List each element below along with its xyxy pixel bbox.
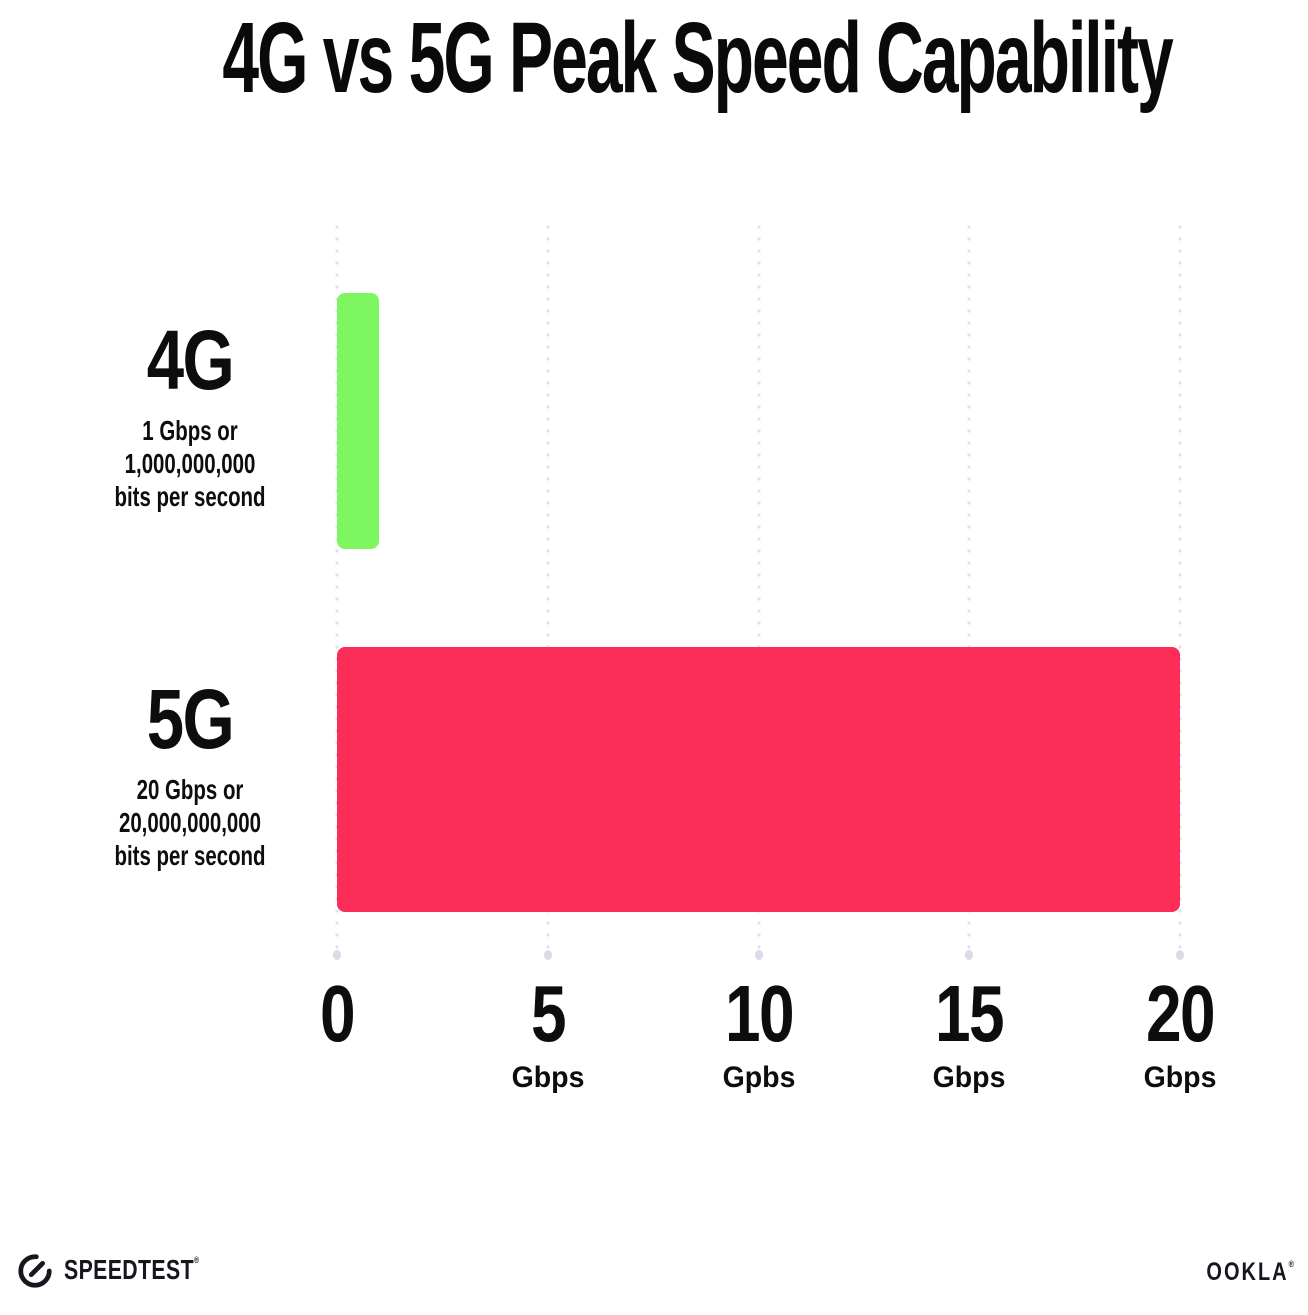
row-sublabel-line: 1 Gbps or [142, 415, 238, 446]
ookla-trademark: ® [1288, 1259, 1296, 1269]
row-name-4g: 4G [146, 313, 235, 407]
chart-title: 4G vs 5G Peak Speed Capability [222, 2, 1173, 114]
x-tick-number: 0 [320, 969, 356, 1058]
speedtest-gauge-icon [18, 1254, 52, 1288]
gridline-15 [965, 225, 974, 960]
gridline-5 [543, 225, 552, 960]
ookla-wordmark: OOKLA® [1206, 1258, 1296, 1286]
x-tick-number: 10 [724, 969, 795, 1058]
row-sublabel-line: 20 Gbps or [136, 774, 244, 805]
x-tick-15: 15 Gbps [927, 974, 1012, 1093]
x-tick-unit: Gpbs [722, 1061, 795, 1094]
bar-4g [337, 293, 379, 549]
ookla-logo: OOKLA® [1184, 1258, 1296, 1287]
x-tick-number: 5 [530, 969, 567, 1058]
x-tick-number: 15 [935, 969, 1005, 1058]
x-tick-unit: Gbps [932, 1061, 1006, 1094]
x-tick-unit: Gbps [1143, 1061, 1217, 1094]
x-tick-20: 20 Gbps [1138, 974, 1223, 1093]
gridline-10 [754, 225, 763, 960]
x-tick-0: 0 [316, 974, 359, 1054]
row-sublabel-line: bits per second [114, 481, 266, 512]
gridline-0 [333, 225, 341, 960]
x-tick-5: 5 Gbps [509, 974, 586, 1093]
x-tick-unit: Gbps [511, 1061, 585, 1094]
x-tick-number: 20 [1146, 969, 1216, 1058]
row-label-4g: 4G 1 Gbps or 1,000,000,000 bits per seco… [30, 318, 350, 513]
x-tick-10: 10 Gpbs [716, 974, 801, 1093]
row-sublabel-5g: 20 Gbps or 20,000,000,000 bits per secon… [73, 773, 307, 872]
row-sublabel-line: 20,000,000,000 [118, 807, 262, 838]
row-sublabel-line: 1,000,000,000 [124, 448, 256, 479]
bar-5g [337, 647, 1180, 912]
speedtest-trademark: ® [193, 1255, 200, 1265]
row-sublabel-4g: 1 Gbps or 1,000,000,000 bits per second [73, 414, 307, 513]
row-label-5g: 5G 20 Gbps or 20,000,000,000 bits per se… [30, 677, 350, 872]
gridline-20 [1176, 225, 1184, 960]
row-name-5g: 5G [146, 672, 235, 766]
row-sublabel-line: bits per second [114, 840, 266, 871]
speedtest-wordmark: SPEEDTEST® [64, 1254, 200, 1285]
speedtest-logo: SPEEDTEST® [16, 1251, 242, 1289]
